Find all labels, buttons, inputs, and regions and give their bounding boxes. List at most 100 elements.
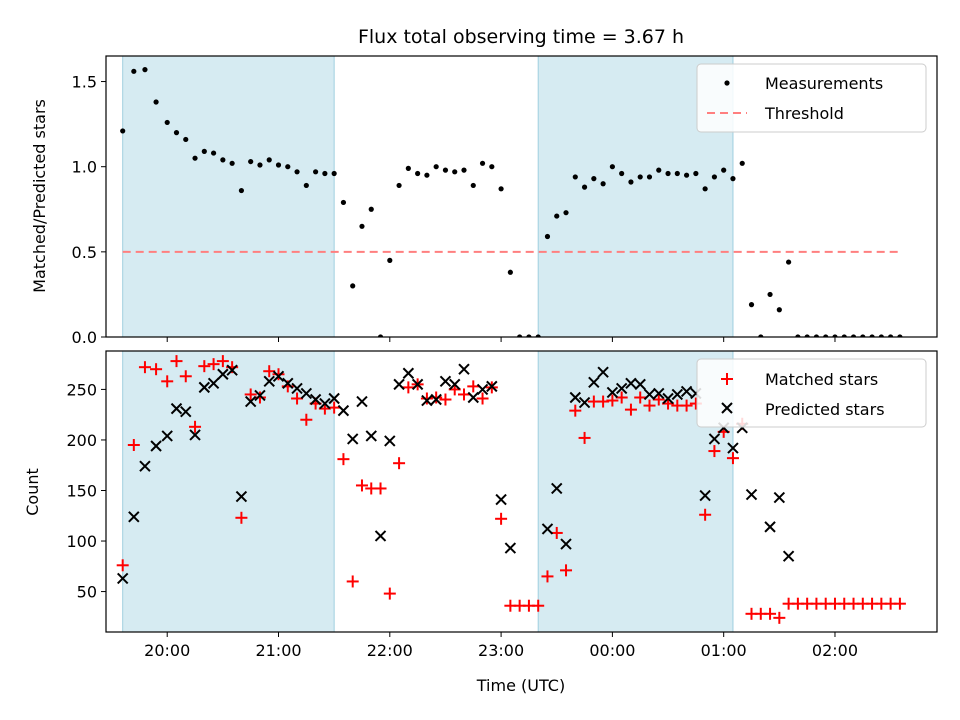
matched-stars-point — [615, 391, 628, 404]
measurements-point — [554, 213, 560, 219]
measurements-point — [832, 334, 838, 337]
predicted-stars-point — [235, 490, 248, 503]
measurements-point — [507, 269, 513, 275]
bottom-legend-box — [696, 358, 927, 428]
matched-stars-point — [606, 394, 619, 407]
measurements-point — [813, 334, 820, 337]
measurements-point — [275, 162, 282, 168]
matched-stars-point — [374, 482, 387, 495]
predicted-stars-point — [756, 637, 766, 647]
matched-stars-point — [161, 375, 174, 388]
matched-stars-point — [235, 511, 248, 524]
predicted-stars-point — [180, 405, 192, 418]
predicted-stars-point — [615, 382, 628, 395]
predicted-stars-point — [671, 388, 684, 401]
matched-stars-point — [300, 413, 313, 426]
matched-stars-point — [597, 395, 610, 408]
measurements-point — [442, 167, 449, 173]
measurements-point — [396, 182, 402, 189]
bottom-y-tick-label: 150 — [66, 481, 97, 500]
measurements-point — [795, 334, 801, 337]
measurements-point — [201, 148, 207, 154]
predicted-stars-point — [263, 375, 275, 388]
measurements-point — [303, 182, 309, 189]
top-y-tick-label: 0.5 — [72, 243, 97, 262]
predicted-stars-point — [449, 378, 461, 391]
matched-stars-point — [439, 393, 452, 406]
measurements-point — [850, 334, 857, 337]
predicted-stars-point — [773, 491, 786, 504]
legend-measurements-label: Measurements — [765, 74, 883, 93]
matched-stars-point — [893, 597, 906, 610]
predicted-stars-point — [346, 433, 359, 445]
predicted-stars-point — [309, 393, 322, 406]
matched-stars-point — [179, 370, 192, 383]
measurements-point — [285, 164, 291, 170]
matched-stars-point — [393, 457, 406, 470]
predicted-stars-point — [588, 376, 600, 389]
measurements-point — [619, 170, 625, 177]
measurements-point — [238, 187, 245, 194]
predicted-stars-point — [782, 550, 795, 562]
matched-stars-point — [346, 575, 359, 588]
measurements-point — [470, 182, 476, 189]
measurements-point — [878, 334, 884, 337]
measurements-point — [711, 174, 718, 180]
measurements-point — [461, 167, 467, 173]
measurements-point — [387, 257, 393, 263]
measurements-point — [359, 223, 365, 229]
matched-stars-point — [726, 452, 739, 465]
matched-stars-point — [643, 399, 656, 412]
predicted-stars-point — [524, 637, 534, 647]
legend-measurements-marker — [724, 80, 730, 86]
predicted-stars-point — [764, 521, 776, 533]
measurements-point — [192, 155, 198, 161]
measurements-point — [153, 99, 159, 105]
predicted-stars-point — [384, 435, 396, 447]
predicted-stars-point — [533, 637, 543, 647]
measurements-point — [294, 169, 300, 175]
bottom-shaded-region-1 — [122, 351, 335, 632]
measurements-point — [368, 206, 374, 212]
matched-stars-point — [189, 420, 202, 433]
predicted-stars-point — [680, 385, 693, 398]
matched-stars-point — [624, 403, 637, 416]
matched-stars-point — [272, 368, 285, 381]
legend-matched-marker — [721, 373, 733, 385]
matched-stars-point — [708, 445, 721, 458]
measurements-point — [517, 334, 523, 337]
measurements-point — [340, 199, 347, 206]
bottom-y-tick-label: 100 — [66, 532, 97, 551]
predicted-stars-point — [198, 381, 211, 394]
measurements-point — [452, 169, 458, 175]
top-panel: 0.0 0.5 1.0 1.5 — [72, 55, 938, 347]
measurements-point — [229, 160, 235, 166]
measurements-point — [131, 68, 137, 74]
top-shaded-region-1 — [122, 56, 335, 337]
predicted-stars-point — [662, 392, 674, 405]
bottom-axes-frame — [105, 350, 938, 633]
measurements-point — [674, 170, 680, 177]
measurements-point — [600, 181, 606, 187]
matched-stars-point — [116, 559, 129, 572]
measurements-point — [248, 158, 254, 165]
measurements-point — [748, 302, 755, 308]
predicted-stars-point — [653, 387, 665, 400]
predicted-stars-point — [745, 488, 758, 501]
measurements-point — [888, 334, 894, 337]
predicted-stars-point — [411, 378, 424, 391]
predicted-stars-point — [467, 391, 479, 404]
predicted-stars-point — [486, 380, 498, 393]
matched-stars-point — [680, 399, 693, 412]
x-tick-label: 21:00 — [255, 641, 301, 660]
predicted-stars-point — [430, 393, 442, 406]
predicted-stars-point — [578, 396, 591, 409]
predicted-stars-point — [504, 542, 517, 554]
matched-stars-point — [578, 431, 591, 444]
matched-stars-point — [355, 479, 368, 492]
bottom-legend: Matched stars Predicted stars — [696, 358, 927, 428]
matched-stars-point — [138, 361, 151, 374]
matched-stars-point — [420, 392, 433, 405]
x-axis-label: Time (UTC) — [476, 676, 565, 695]
measurements-point — [609, 164, 615, 170]
